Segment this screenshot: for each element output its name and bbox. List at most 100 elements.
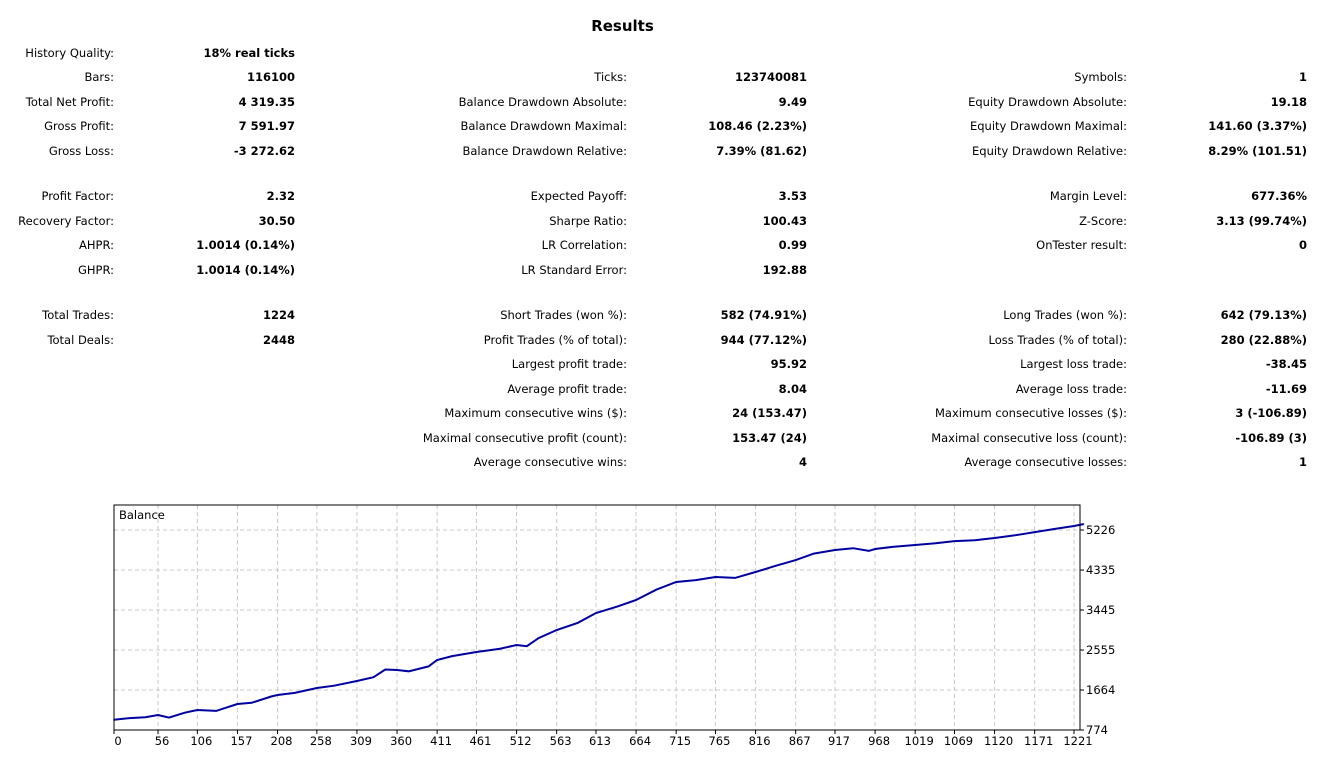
x-tick-label: 867	[789, 734, 811, 748]
stat-label: Recovery Factor:	[18, 214, 114, 228]
x-tick-label: 613	[589, 734, 611, 748]
balance-point	[993, 537, 996, 539]
stat-value: 4	[798, 455, 807, 469]
stat-value: 30.50	[258, 214, 295, 228]
stat-label: Total Net Profit:	[25, 95, 114, 109]
stat-value: -11.69	[1265, 382, 1307, 396]
balance-point	[408, 670, 410, 673]
stat-label: Gross Loss:	[48, 144, 114, 158]
stat-label: Largest loss trade:	[1020, 357, 1127, 371]
balance-point	[236, 703, 239, 705]
stat-value: 677.36%	[1251, 189, 1307, 203]
x-tick-label: 765	[708, 734, 730, 748]
stat-value: 108.46 (2.23%)	[708, 119, 807, 133]
x-tick-label: 1120	[984, 734, 1013, 748]
y-tick-label: 3445	[1086, 603, 1115, 617]
x-tick-label: 258	[310, 734, 332, 748]
stat-label: Gross Profit:	[44, 119, 114, 133]
stat-value: 280 (22.88%)	[1220, 333, 1307, 347]
balance-point	[874, 548, 876, 550]
y-tick-label: 5226	[1086, 523, 1115, 537]
stat-value: 582 (74.91%)	[720, 308, 807, 322]
balance-point	[773, 565, 776, 568]
stat-value: 1224	[262, 308, 295, 322]
stat-label: Maximum consecutive wins ($):	[444, 406, 627, 420]
balance-point	[427, 665, 430, 668]
stat-label: Average consecutive losses:	[964, 455, 1127, 469]
x-tick-label: 664	[629, 734, 651, 748]
stat-label: Short Trades (won %):	[500, 308, 627, 322]
balance-point	[372, 676, 375, 678]
balance-point	[356, 680, 358, 682]
balance-point	[695, 579, 697, 581]
stat-label: Balance Drawdown Relative:	[462, 144, 628, 158]
stat-label: Total Deals:	[47, 333, 114, 347]
y-tick-label: 2555	[1086, 643, 1115, 657]
balance-point	[953, 540, 956, 542]
stat-label: Equity Drawdown Relative:	[972, 144, 1127, 158]
stat-value: 1	[1298, 455, 1307, 469]
balance-point	[250, 701, 253, 704]
x-tick-label: 1171	[1024, 734, 1053, 748]
balance-point	[867, 550, 870, 552]
x-tick-label: 56	[155, 734, 170, 748]
stat-label: OnTester result:	[1036, 238, 1127, 252]
stat-value: 0	[1298, 238, 1307, 252]
x-tick-label: 411	[430, 734, 452, 748]
x-tick-label: 968	[868, 734, 890, 748]
balance-point	[168, 716, 170, 719]
balance-point	[934, 542, 937, 545]
balance-point	[384, 668, 387, 671]
balance-point	[754, 571, 757, 573]
x-tick-label: 512	[510, 734, 532, 748]
x-tick-label: 1019	[905, 734, 934, 748]
balance-point	[316, 687, 318, 689]
stat-label: GHPR:	[77, 263, 114, 277]
stat-value: 944 (77.12%)	[720, 333, 807, 347]
balance-point	[215, 710, 218, 712]
x-tick-label: 309	[350, 734, 372, 748]
stat-label: Average consecutive wins:	[473, 455, 627, 469]
stat-value: 24 (153.47)	[732, 406, 807, 420]
stat-label: AHPR:	[79, 238, 114, 252]
stat-value: 19.18	[1270, 95, 1307, 109]
stat-label: Profit Trades (% of total):	[483, 333, 627, 347]
x-tick-label: 816	[749, 734, 771, 748]
balance-point	[1033, 531, 1036, 533]
stat-value: 3.53	[778, 189, 807, 203]
stat-value: 0.99	[778, 238, 807, 252]
stat-value: 1	[1298, 70, 1307, 84]
chart-title: Balance	[119, 508, 165, 522]
stat-value: 2.32	[266, 189, 295, 203]
page-title: Results	[591, 17, 654, 35]
balance-point	[294, 692, 296, 694]
x-tick-label: 461	[469, 734, 491, 748]
balance-point	[1017, 533, 1019, 536]
stat-value: 8.29% (101.51)	[1208, 144, 1307, 158]
balance-point	[537, 637, 540, 639]
balance-point	[914, 544, 916, 546]
balance-point	[675, 581, 677, 583]
balance-point	[812, 552, 815, 555]
y-tick-label: 1664	[1086, 683, 1115, 697]
plot-border	[113, 504, 1081, 731]
balance-point	[436, 659, 438, 661]
stat-value: 3 (-106.89)	[1235, 406, 1307, 420]
stat-value: 1.0014 (0.14%)	[196, 238, 295, 252]
stat-label: Z-Score:	[1079, 214, 1127, 228]
plot-area	[114, 505, 1080, 730]
stat-value: 7.39% (81.62)	[716, 144, 807, 158]
stat-label: History Quality:	[25, 46, 114, 60]
stat-value: 141.60 (3.37%)	[1208, 119, 1307, 133]
stat-label: Equity Drawdown Maximal:	[969, 119, 1127, 133]
x-tick-label: 106	[190, 734, 212, 748]
x-tick-label: 1221	[1063, 734, 1092, 748]
stat-label: Maximum consecutive losses ($):	[935, 406, 1127, 420]
balance-point	[498, 648, 501, 650]
balance-point	[1056, 527, 1059, 530]
stat-label: Ticks:	[594, 70, 627, 84]
stat-label: LR Standard Error:	[521, 263, 627, 277]
balance-point	[577, 622, 579, 624]
stat-value: 1.0014 (0.14%)	[196, 263, 295, 277]
